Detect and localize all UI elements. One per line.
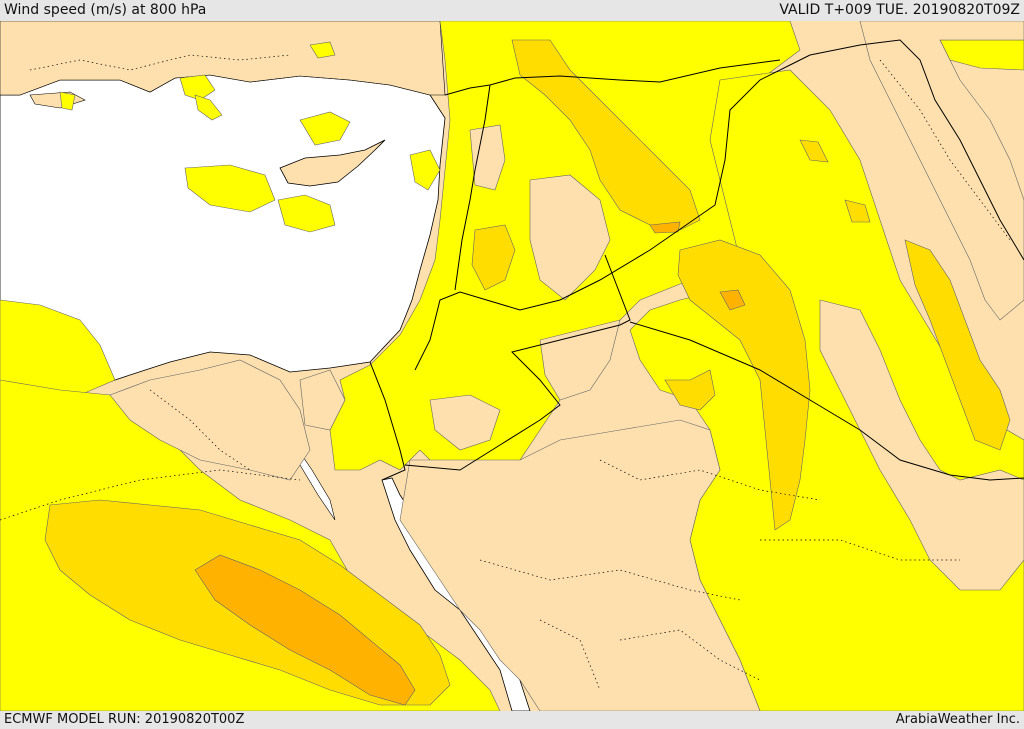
header-bar: Wind speed (m/s) at 800 hPa VALID T+009 … [0, 0, 1024, 21]
valid-time: VALID T+009 TUE. 20190820T09Z [779, 2, 1020, 18]
credit-text: ArabiaWeather Inc. [895, 712, 1020, 727]
calm-areas [109, 21, 1024, 711]
footer-bar: ECMWF MODEL RUN: 20190820T00Z ArabiaWeat… [0, 711, 1024, 729]
wind-band-3 [194, 221, 746, 706]
map-title: Wind speed (m/s) at 800 hPa [4, 2, 207, 18]
turkey-coast [0, 21, 446, 96]
map-canvas [0, 21, 1024, 711]
weather-map [0, 21, 1024, 711]
cyprus-island [279, 139, 386, 187]
country-borders [369, 39, 1024, 481]
model-run: ECMWF MODEL RUN: 20190820T00Z [4, 712, 245, 727]
province-boundaries [0, 54, 1011, 691]
